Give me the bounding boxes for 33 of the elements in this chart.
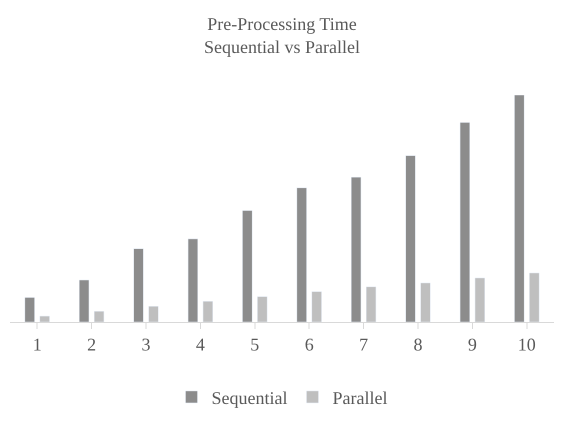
bar: [79, 280, 90, 322]
x-tick-label: 8: [414, 334, 422, 355]
bar: [460, 122, 470, 322]
bar: [405, 155, 416, 322]
bar: [529, 272, 540, 322]
bar: [133, 248, 144, 322]
bar: [242, 210, 252, 322]
legend-label: Parallel: [332, 388, 388, 408]
bar: [40, 316, 50, 322]
chart-title: Pre-Processing Time Sequential vs Parallel: [204, 14, 360, 58]
x-tick-label: 4: [196, 334, 205, 355]
bar: [351, 176, 362, 322]
x-tick-label: 5: [250, 334, 260, 355]
bar: [420, 282, 431, 322]
bar: [296, 188, 307, 322]
bar: [24, 297, 35, 322]
x-tick-label: 2: [87, 334, 96, 355]
bar: [366, 286, 376, 322]
x-tick-label: 6: [304, 334, 314, 355]
x-tick-label: 3: [142, 334, 150, 355]
bar: [188, 238, 198, 322]
x-tick-label: 1: [32, 334, 42, 355]
x-tick-label: 7: [359, 334, 368, 355]
x-tick-label: 10: [518, 334, 536, 355]
bar: [514, 95, 524, 322]
bar: [202, 301, 213, 322]
x-tick-label: 9: [468, 334, 477, 355]
bar: [94, 311, 104, 322]
bar: [312, 291, 322, 322]
bar: [257, 296, 268, 322]
bar: [148, 306, 159, 322]
bar: [474, 278, 485, 322]
legend-label: Sequential: [212, 388, 288, 408]
